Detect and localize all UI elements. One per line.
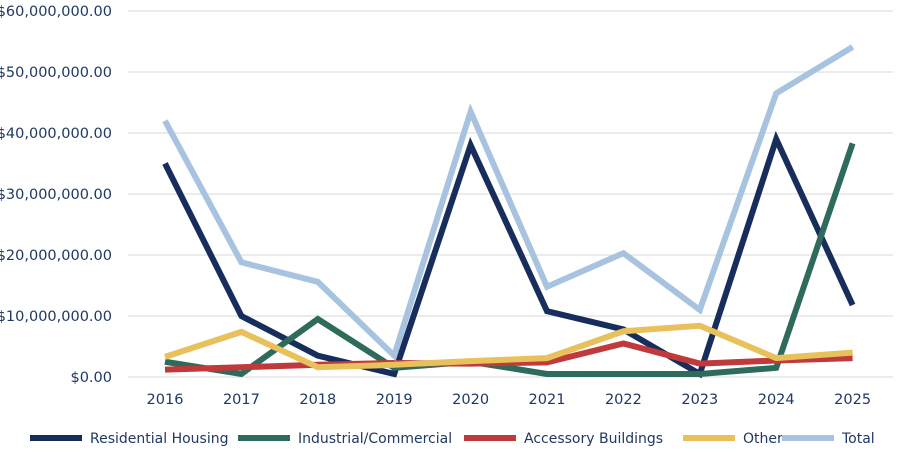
x-tick-label: 2022 — [605, 392, 642, 408]
y-tick-label: $20,000,000.00 — [0, 248, 112, 264]
legend-label: Total — [841, 431, 875, 447]
series-line — [164, 322, 853, 371]
x-tick-label: 2024 — [758, 392, 795, 408]
x-tick-label: 2021 — [529, 392, 566, 408]
y-tick-label: $40,000,000.00 — [0, 126, 112, 142]
legend-item: Accessory Buildings — [464, 431, 663, 447]
x-tick-label: 2019 — [376, 392, 413, 408]
legend-label: Industrial/Commercial — [298, 431, 452, 447]
x-tick-label: 2016 — [147, 392, 184, 408]
y-tick-label: $50,000,000.00 — [0, 65, 112, 81]
x-tick-label: 2018 — [299, 392, 336, 408]
y-tick-label: $30,000,000.00 — [0, 187, 112, 203]
x-tick-label: 2023 — [681, 392, 718, 408]
y-tick-label: $10,000,000.00 — [0, 309, 112, 325]
x-tick-label: 2020 — [452, 392, 489, 408]
legend: Residential Housing Industrial/Commercial… — [30, 431, 875, 447]
legend-item: Residential Housing — [30, 431, 228, 447]
legend-item: Industrial/Commercial — [238, 431, 452, 447]
series-line — [162, 44, 855, 362]
legend-label: Other — [743, 431, 783, 447]
series-residential-housing — [162, 130, 856, 379]
legend-label: Accessory Buildings — [524, 431, 663, 447]
series-total — [162, 44, 855, 362]
series-line — [162, 130, 856, 379]
legend-item: Total — [782, 431, 875, 447]
x-axis-tick-labels: 2016 2017 2018 2019 2020 2021 2022 2023 2024 2025 — [147, 392, 872, 408]
series-line — [164, 340, 853, 373]
y-axis-tick-labels: $0.00 $10,000,000.00 $20,000,000.00 $30,000… — [0, 4, 112, 386]
legend-item: Other — [683, 431, 783, 447]
series-lines — [162, 44, 856, 379]
y-tick-label: $60,000,000.00 — [0, 4, 112, 20]
gridlines — [128, 10, 893, 378]
legend-label: Residential Housing — [90, 431, 228, 447]
series-other — [164, 322, 853, 371]
x-tick-label: 2025 — [834, 392, 871, 408]
y-tick-label: $0.00 — [70, 370, 112, 386]
x-tick-label: 2017 — [223, 392, 260, 408]
